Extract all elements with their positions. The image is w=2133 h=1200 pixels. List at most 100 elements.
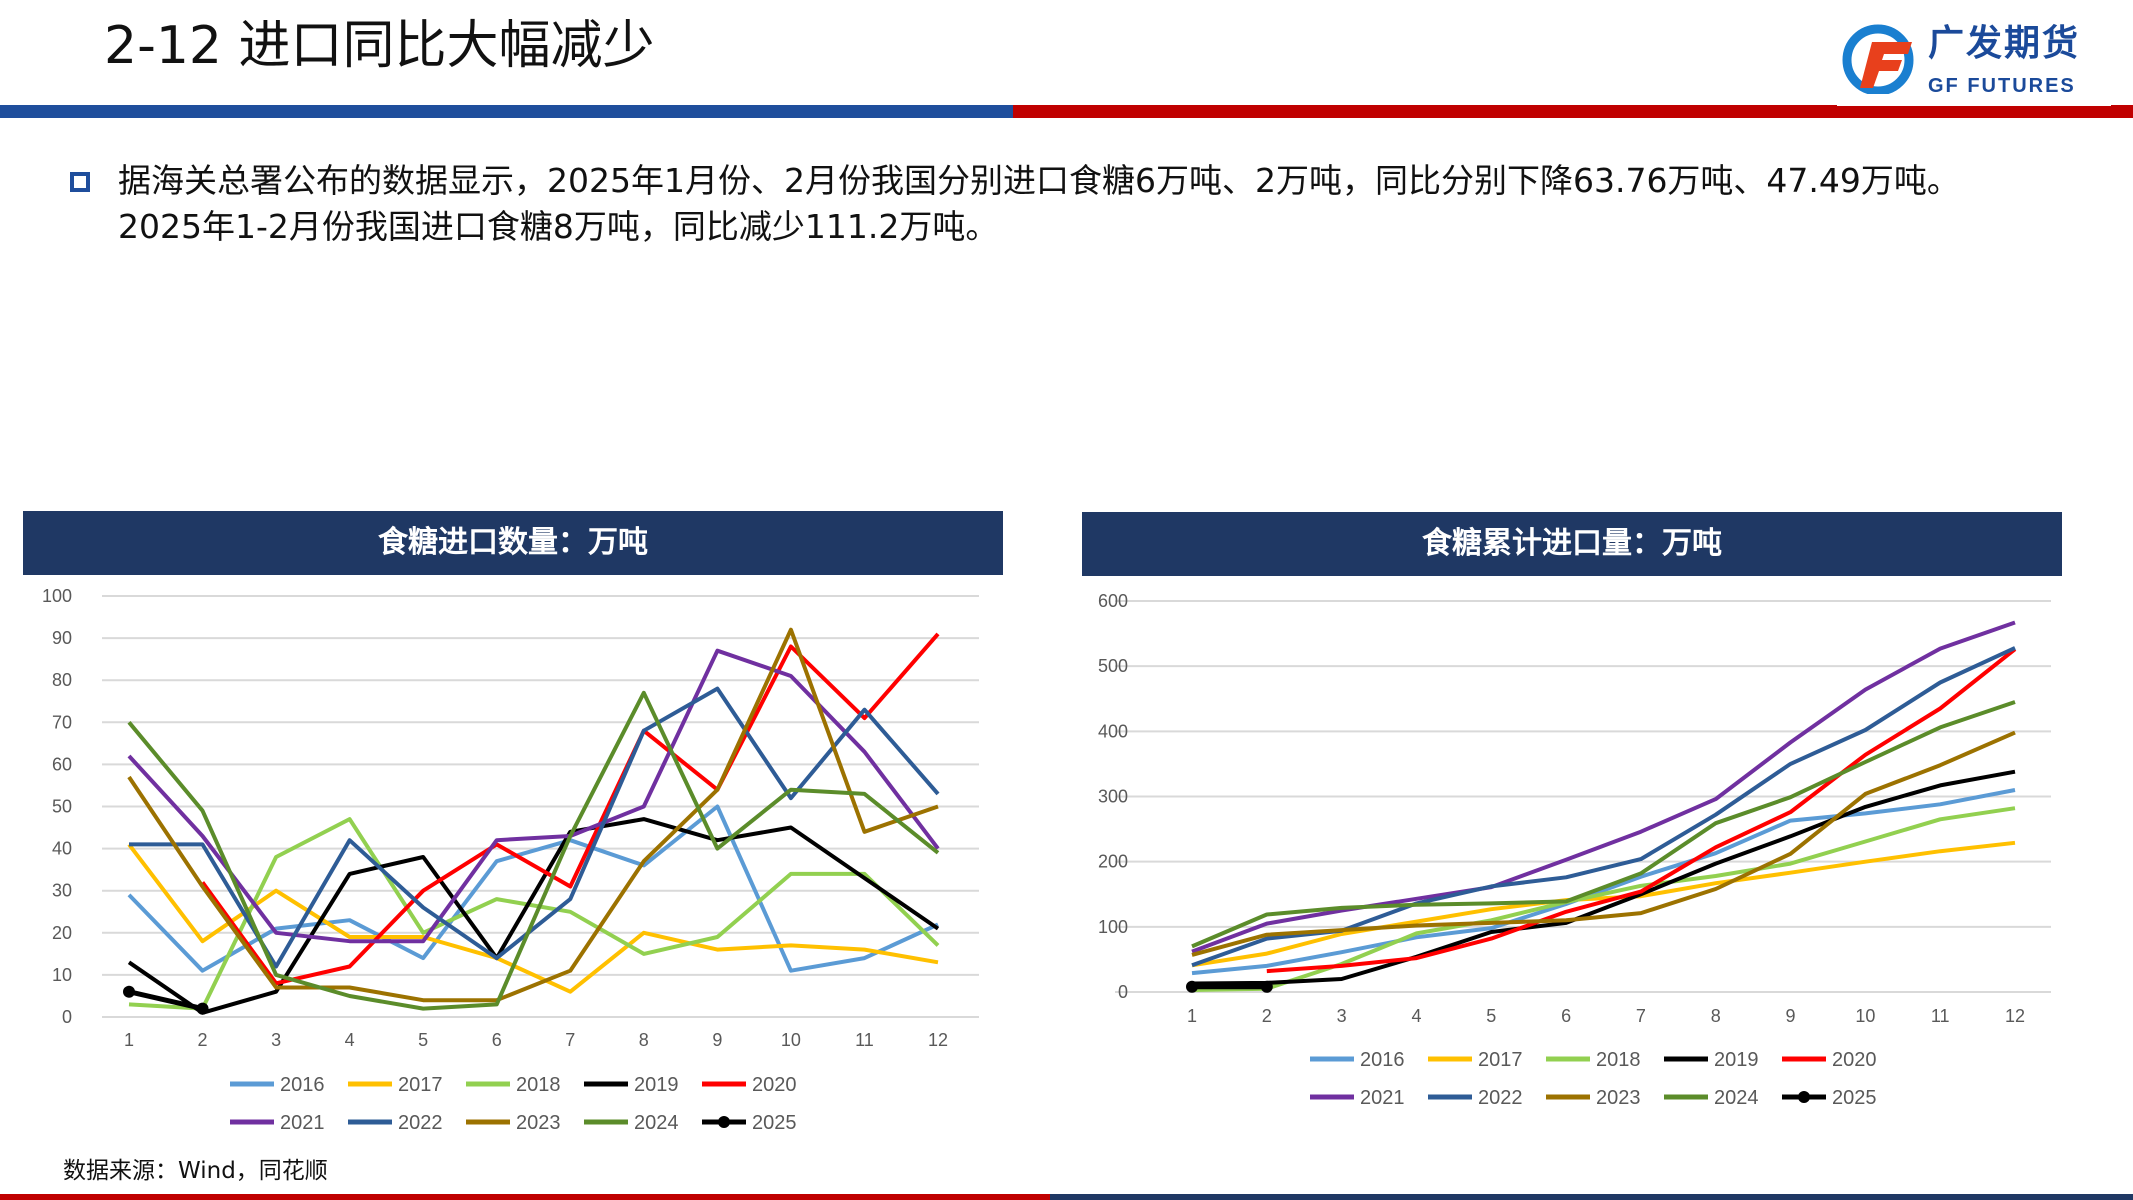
- x-tick-label: 6: [1561, 1006, 1571, 1026]
- y-tick-label: 80: [52, 670, 72, 690]
- header-divider-blue: [0, 105, 1013, 118]
- y-tick-label: 400: [1098, 721, 1128, 741]
- series-line-2021: [1191, 620, 2016, 954]
- x-tick-label: 7: [565, 1030, 575, 1050]
- legend-label-2020: 2020: [752, 1074, 797, 1096]
- x-tick-label: 12: [928, 1030, 948, 1050]
- y-tick-label: 0: [1118, 982, 1128, 1002]
- summary-text: 据海关总署公布的数据显示，2025年1月份、2月份我国分别进口食糖6万吨、2万吨…: [118, 161, 1960, 246]
- x-tick-label: 8: [639, 1030, 649, 1050]
- logo-text-cn: 广发期货: [1928, 23, 2081, 64]
- y-tick-label: 500: [1098, 656, 1128, 676]
- x-tick-label: 10: [1855, 1006, 1875, 1026]
- data-point-2025: [1186, 980, 1198, 993]
- x-tick-label: 4: [1411, 1006, 1421, 1026]
- legend-label-2023: 2023: [516, 1112, 561, 1134]
- series-line-2020: [1266, 647, 2017, 974]
- legend-label-2024: 2024: [634, 1112, 679, 1134]
- logo-gap: [1837, 100, 2111, 106]
- y-tick-label: 60: [52, 754, 72, 774]
- x-tick-label: 11: [1931, 1006, 1950, 1026]
- series-line-2019: [1191, 769, 2016, 986]
- x-tick-label: 7: [1636, 1006, 1646, 1026]
- legend-label-2025: 2025: [1832, 1087, 1877, 1109]
- page-title: 2-12 进口同比大幅减少: [104, 16, 655, 76]
- series-line-2016: [127, 804, 939, 973]
- footer-divider-red: [0, 1194, 1050, 1200]
- data-point-2025: [123, 985, 135, 998]
- x-tick-label: 8: [1711, 1006, 1721, 1026]
- y-tick-label: 0: [62, 1007, 72, 1027]
- x-tick-label: 2: [1262, 1006, 1272, 1026]
- legend-label-2022: 2022: [398, 1112, 443, 1134]
- x-tick-label: 1: [1187, 1006, 1197, 1026]
- gf-logo-mark-icon: [1842, 24, 1914, 94]
- series-line-2025: [128, 989, 204, 1012]
- y-tick-label: 10: [52, 965, 72, 985]
- footer-divider-blue: [1050, 1194, 2133, 1200]
- legend-label-2022: 2022: [1478, 1087, 1523, 1109]
- x-tick-label: 1: [124, 1030, 134, 1050]
- y-tick-label: 100: [42, 586, 72, 606]
- x-tick-label: 12: [2005, 1006, 2025, 1026]
- legend-label-2016: 2016: [280, 1074, 325, 1096]
- legend-label-2017: 2017: [398, 1074, 443, 1096]
- series-line-2017: [127, 843, 939, 994]
- legend-label-2017: 2017: [1478, 1049, 1523, 1071]
- y-tick-label: 20: [52, 923, 72, 943]
- legend-label-2020: 2020: [1832, 1049, 1877, 1071]
- x-tick-label: 2: [198, 1030, 208, 1050]
- data-point-2025: [1260, 980, 1273, 993]
- bullet-square-icon: [70, 172, 90, 192]
- data-source: 数据来源：Wind，同花顺: [63, 1158, 328, 1184]
- legend-marker-2025: [1798, 1091, 1810, 1103]
- legend-label-2021: 2021: [280, 1112, 325, 1134]
- series-line-2016: [1191, 788, 2016, 976]
- series-line-2019: [127, 817, 940, 1015]
- y-tick-label: 70: [52, 712, 72, 732]
- y-tick-label: 200: [1098, 852, 1128, 872]
- series-line-2020: [200, 632, 940, 986]
- x-tick-label: 11: [855, 1030, 874, 1050]
- legend-label-2019: 2019: [1714, 1049, 1759, 1071]
- x-tick-label: 3: [1337, 1006, 1347, 1026]
- logo-text-en: GF FUTURES: [1928, 75, 2076, 97]
- header-divider-red: [1013, 105, 2133, 118]
- x-tick-label: 10: [781, 1030, 801, 1050]
- series-line-2024: [1191, 700, 2016, 949]
- x-tick-label: 4: [345, 1030, 355, 1050]
- series-line-2018: [128, 817, 940, 1011]
- x-tick-label: 5: [418, 1030, 428, 1050]
- chart-cumulative-title: 食糖累计进口量：万吨: [1082, 512, 2062, 576]
- legend-label-2018: 2018: [1596, 1049, 1641, 1071]
- series-line-2023: [127, 627, 939, 1003]
- legend-label-2023: 2023: [1596, 1087, 1641, 1109]
- legend-marker-2025: [718, 1116, 730, 1128]
- y-tick-label: 30: [52, 881, 72, 901]
- legend-label-2024: 2024: [1714, 1087, 1759, 1109]
- legend-label-2016: 2016: [1360, 1049, 1405, 1071]
- series-line-2021: [127, 648, 940, 944]
- legend-label-2025: 2025: [752, 1112, 797, 1134]
- y-tick-label: 90: [52, 628, 72, 648]
- y-tick-label: 100: [1098, 917, 1128, 937]
- data-point-2025: [196, 1002, 209, 1015]
- y-tick-label: 300: [1098, 787, 1128, 807]
- chart-monthly-title: 食糖进口数量：万吨: [23, 511, 1003, 575]
- x-tick-label: 3: [271, 1030, 281, 1050]
- legend-label-2019: 2019: [634, 1074, 679, 1096]
- legend-label-2018: 2018: [516, 1074, 561, 1096]
- series-line-2017: [1191, 840, 2016, 968]
- x-tick-label: 5: [1486, 1006, 1496, 1026]
- y-tick-label: 40: [52, 839, 72, 859]
- legend-label-2021: 2021: [1360, 1087, 1405, 1109]
- y-tick-label: 600: [1098, 591, 1128, 611]
- gf-futures-logo: 广发期货 GF FUTURES: [1842, 22, 2112, 100]
- x-tick-label: 9: [1786, 1006, 1796, 1026]
- series-line-2024: [127, 690, 940, 1011]
- y-tick-label: 50: [52, 797, 72, 817]
- x-tick-label: 6: [492, 1030, 502, 1050]
- x-tick-label: 9: [712, 1030, 722, 1050]
- series-line-2023: [1191, 730, 2016, 957]
